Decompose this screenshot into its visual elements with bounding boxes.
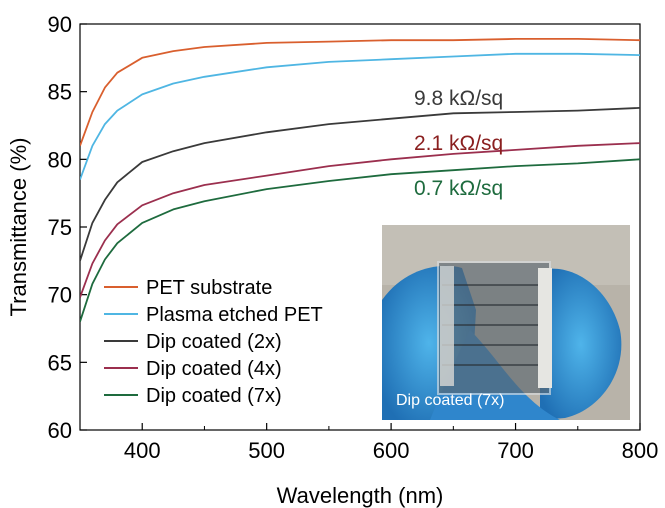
legend-label: Dip coated (2x)	[146, 331, 282, 353]
series-line-1	[80, 38, 640, 147]
y-axis-label: Transmittance (%)	[6, 138, 31, 317]
y-tick-label: 80	[48, 147, 72, 172]
inset-caption: Dip coated (7x)	[396, 392, 505, 409]
axis-ticks: 400 500 600 700 800 60 65 70 75 80 85 90	[48, 12, 659, 463]
legend: PET substrate Plasma etched PET Dip coated…	[104, 277, 323, 407]
annotation-0-7: 0.7 kΩ/sq	[414, 177, 503, 200]
series-line-2	[80, 52, 640, 180]
y-tick-label: 60	[48, 418, 72, 443]
series-line-3	[80, 107, 640, 262]
x-axis-label: Wavelength (nm)	[277, 483, 444, 508]
y-tick-label: 65	[48, 350, 72, 375]
inset-photo: Dip coated (7x)	[382, 225, 630, 420]
legend-label: Dip coated (7x)	[146, 385, 282, 407]
annotation-2-1: 2.1 kΩ/sq	[414, 132, 503, 155]
annotation-9-8: 9.8 kΩ/sq	[414, 87, 503, 110]
y-tick-label: 85	[48, 80, 72, 105]
x-tick-label: 500	[248, 438, 285, 463]
x-tick-label: 700	[497, 438, 534, 463]
y-tick-label: 75	[48, 215, 72, 240]
y-tick-label: 70	[48, 283, 72, 308]
legend-label: Dip coated (4x)	[146, 358, 282, 380]
x-tick-label: 400	[124, 438, 161, 463]
y-tick-label: 90	[48, 12, 72, 37]
legend-label: Plasma etched PET	[146, 304, 323, 326]
x-tick-label: 800	[622, 438, 659, 463]
series-lines	[80, 38, 640, 322]
series-line-4	[80, 142, 640, 298]
x-tick-label: 600	[373, 438, 410, 463]
legend-label: PET substrate	[146, 277, 272, 299]
series-line-5	[80, 158, 640, 322]
